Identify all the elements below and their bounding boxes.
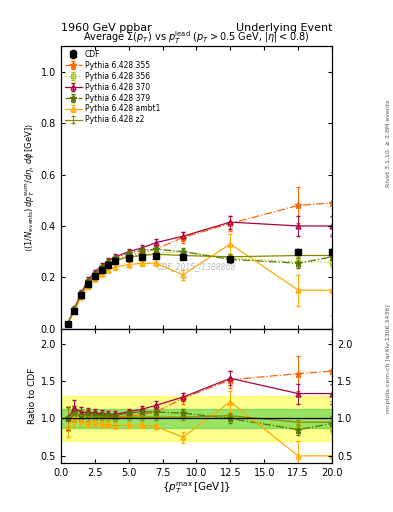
Y-axis label: Ratio to CDF: Ratio to CDF [28,368,37,424]
Text: Rivet 3.1.10, ≥ 2.8M events: Rivet 3.1.10, ≥ 2.8M events [386,100,391,187]
Text: mcplots.cern.ch [arXiv:1306.3436]: mcplots.cern.ch [arXiv:1306.3436] [386,304,391,413]
Bar [61,409,332,428]
Bar [61,396,332,441]
Title: Average $\Sigma(p_T)$ vs $p_T^\mathrm{lead}$ ($p_T > 0.5$ GeV, $|\eta| < 0.8$): Average $\Sigma(p_T)$ vs $p_T^\mathrm{le… [83,29,310,46]
Legend: CDF, Pythia 6.428 355, Pythia 6.428 356, Pythia 6.428 370, Pythia 6.428 379, Pyt: CDF, Pythia 6.428 355, Pythia 6.428 356,… [63,48,162,126]
X-axis label: $\{p_T^\mathrm{max}\,[\mathrm{GeV}]\}$: $\{p_T^\mathrm{max}\,[\mathrm{GeV}]\}$ [162,481,231,497]
Text: CDF_2015_I1388868: CDF_2015_I1388868 [157,262,236,271]
Text: 1960 GeV ppbar: 1960 GeV ppbar [61,23,152,33]
Text: Underlying Event: Underlying Event [235,23,332,33]
Y-axis label: $\langle(1/N_\mathrm{events})\,dp_T^\mathrm{sum}/d\eta,\,d\phi\,[\mathrm{GeV}]\r: $\langle(1/N_\mathrm{events})\,dp_T^\mat… [23,123,37,252]
